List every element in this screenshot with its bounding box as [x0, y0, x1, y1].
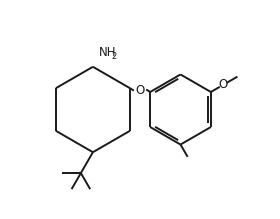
Text: O: O	[219, 78, 228, 91]
Text: NH: NH	[98, 46, 116, 59]
Text: 2: 2	[111, 52, 116, 61]
Text: O: O	[136, 84, 145, 97]
